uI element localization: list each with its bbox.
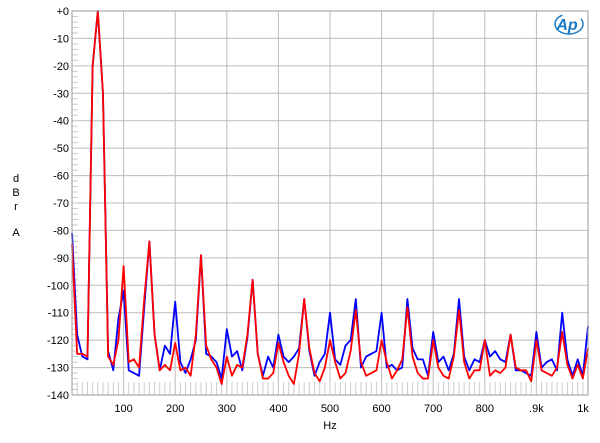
x-tick-label: 600 <box>372 403 390 415</box>
ap-logo-text: Ap <box>555 17 578 34</box>
x-tick-label: 300 <box>218 403 236 415</box>
x-tick-label: 100 <box>114 403 132 415</box>
y-tick-label: -90 <box>53 253 69 265</box>
y-tick-label: -40 <box>53 116 69 128</box>
y-tick-label: -130 <box>47 363 69 375</box>
y-tick-label: -30 <box>53 88 69 100</box>
y-axis-label-d: d <box>13 173 19 185</box>
y-tick-label: -100 <box>47 280 69 292</box>
y-tick-label: -110 <box>48 308 69 320</box>
y-tick-label: -80 <box>53 225 69 237</box>
y-axis-label-A: A <box>12 227 20 239</box>
ap-logo: Ap <box>554 13 584 35</box>
x-tick-label: 700 <box>424 403 442 415</box>
y-tick-label: -20 <box>53 61 69 73</box>
y-tick-label: -70 <box>53 198 69 210</box>
x-tick-label: 200 <box>166 403 184 415</box>
y-axis-label-r: r <box>14 201 18 213</box>
x-tick-label: 400 <box>269 403 287 415</box>
x-tick-label: 1k <box>577 403 589 415</box>
y-tick-label: +0 <box>56 6 69 18</box>
series-lines <box>71 10 589 385</box>
y-axis-label-B: B <box>12 187 19 199</box>
x-tick-label: 500 <box>321 403 339 415</box>
x-tick-label: .9k <box>529 403 544 415</box>
y-tick-label: -10 <box>53 33 69 45</box>
y-tick-label: -120 <box>47 335 69 347</box>
y-tick-label: -140 <box>47 390 69 402</box>
x-tick-label: 800 <box>476 403 494 415</box>
y-tick-label: -60 <box>53 171 69 183</box>
y-tick-label: -50 <box>53 143 69 155</box>
x-axis-label: Hz <box>323 420 336 432</box>
plot-frame <box>71 10 589 396</box>
tick-labels: +0 -10 -20 -30 -40 -50 -60 -70 -80 -90 -100 -110 -12… <box>47 6 589 415</box>
series-line-1 <box>71 10 589 385</box>
